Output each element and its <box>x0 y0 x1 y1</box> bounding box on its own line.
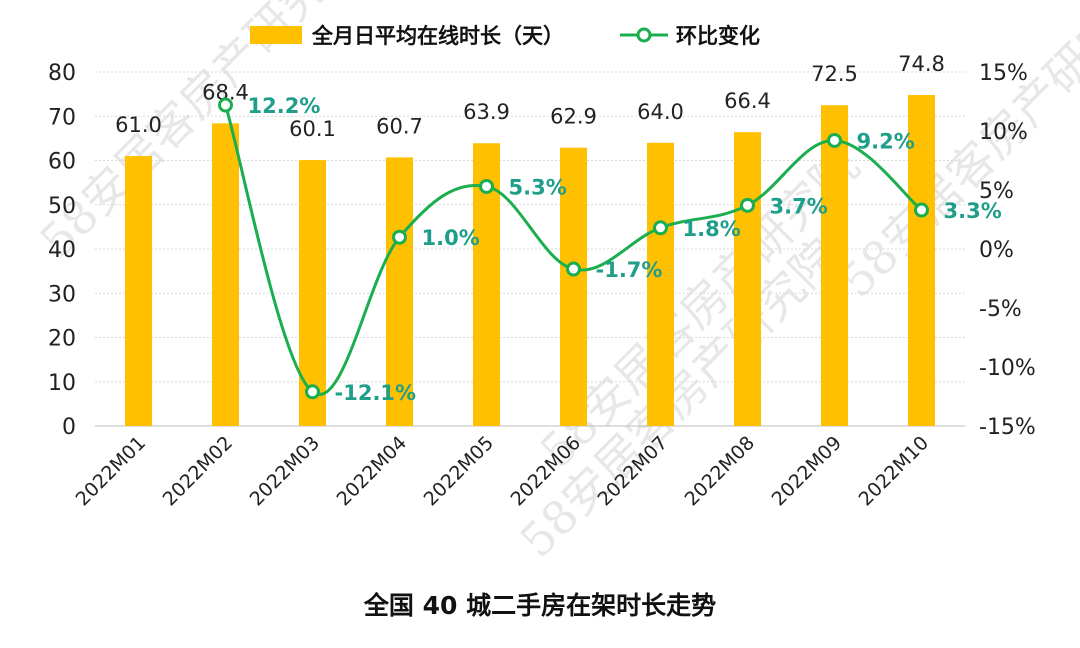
bar-value-label: 60.1 <box>289 117 336 141</box>
bar-value-label: 60.7 <box>376 114 423 138</box>
line-value-label: 3.3% <box>944 199 1002 223</box>
legend-bar-swatch <box>250 26 302 44</box>
x-tick-label: 2022M01 <box>72 432 150 510</box>
line-data-labels: 12.2% -12.1% 1.0% 5.3% -1.7% 1.8% 3.7% 9.2% 3.3% <box>248 94 1002 405</box>
bar-data-labels: 61.068.460.1 60.763.9 62.9 64.0 66.472.5 74.8 <box>115 52 945 141</box>
chart-title: 全国 40 城二手房在架时长走势 <box>363 591 717 620</box>
left-tick-label: 10 <box>48 371 76 396</box>
legend-line-marker <box>636 27 652 43</box>
bar-value-label: 63.9 <box>463 100 510 124</box>
line-value-label: -1.7% <box>596 258 663 282</box>
right-tick-label: -5% <box>979 297 1022 322</box>
left-tick-label: 0 <box>62 415 76 440</box>
left-tick-label: 40 <box>48 238 76 263</box>
x-tick-label: 2022M02 <box>159 432 237 510</box>
legend-line-label: 环比变化 <box>676 24 760 48</box>
legend-bar-label: 全月日平均在线时长（天） <box>311 24 564 48</box>
x-tick-label: 2022M09 <box>768 432 846 510</box>
line-point <box>827 132 842 148</box>
line-value-label: 5.3% <box>509 175 567 199</box>
legend: 全月日平均在线时长（天） 环比变化 <box>250 24 760 48</box>
left-tick-label: 60 <box>48 150 76 175</box>
right-tick-label: -15% <box>979 415 1036 440</box>
bar <box>647 142 674 427</box>
bar <box>212 123 239 426</box>
line-point <box>740 197 755 213</box>
x-tick-label: 2022M10 <box>855 432 933 510</box>
watermark-text: 58安居客房产研究院 <box>830 0 1080 308</box>
left-tick-label: 30 <box>48 282 76 307</box>
right-tick-label: 0% <box>979 238 1014 263</box>
line-series <box>218 97 929 400</box>
bar-value-label: 61.0 <box>115 113 162 137</box>
left-tick-label: 50 <box>48 194 76 219</box>
right-axis-ticks: -15% -10% -5% 0% 5% 10% 15% <box>979 61 1036 440</box>
bar <box>125 156 152 426</box>
x-axis-ticks: 2022M01 2022M02 2022M03 2022M04 2022M05 2022M… <box>72 432 933 510</box>
bar-value-label: 62.9 <box>550 105 597 129</box>
bar-value-label: 64.0 <box>637 100 684 124</box>
left-axis-ticks: 0 10 20 30 40 50 60 70 80 <box>48 61 76 440</box>
line-value-label: 3.7% <box>770 194 828 218</box>
bar <box>734 132 761 426</box>
line-point <box>479 178 494 194</box>
line-value-label: 1.8% <box>683 217 741 241</box>
line-point <box>218 97 233 113</box>
line-point <box>914 202 929 218</box>
x-tick-label: 2022M04 <box>333 432 411 510</box>
x-tick-label: 2022M03 <box>246 432 324 510</box>
bar-series <box>125 95 935 427</box>
right-tick-label: -10% <box>979 356 1036 381</box>
x-tick-label: 2022M05 <box>420 432 498 510</box>
gridlines <box>95 71 965 427</box>
line-point <box>392 229 407 245</box>
left-tick-label: 70 <box>48 105 76 130</box>
right-tick-label: 5% <box>979 179 1014 204</box>
bar-value-label: 66.4 <box>724 89 771 113</box>
left-tick-label: 80 <box>48 61 76 86</box>
bar <box>908 95 935 426</box>
line-point <box>305 384 320 400</box>
right-tick-label: 10% <box>979 120 1028 145</box>
line-value-label: 9.2% <box>857 129 915 153</box>
line-point <box>566 261 581 277</box>
bar-value-label: 72.5 <box>811 62 858 86</box>
bar-value-label: 74.8 <box>898 52 945 76</box>
bar <box>386 157 413 426</box>
line-point <box>653 220 668 236</box>
bar <box>560 147 587 427</box>
line-value-label: 1.0% <box>422 226 480 250</box>
right-tick-label: 15% <box>979 61 1028 86</box>
x-tick-label: 2022M08 <box>681 432 759 510</box>
line-value-label: -12.1% <box>335 381 417 405</box>
line-value-label: 12.2% <box>248 94 321 118</box>
bar <box>821 105 848 426</box>
left-tick-label: 20 <box>48 327 76 352</box>
